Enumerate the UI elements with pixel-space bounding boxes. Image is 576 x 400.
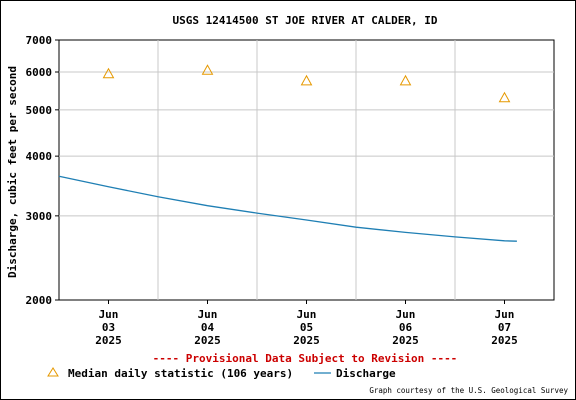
y-axis-label: Discharge, cubic feet per second bbox=[6, 66, 19, 278]
x-tick-label: 2025 bbox=[95, 334, 122, 347]
legend-median-label: Median daily statistic (106 years) bbox=[68, 367, 293, 380]
x-tick-label: 2025 bbox=[194, 334, 221, 347]
x-tick-label: 05 bbox=[300, 321, 313, 334]
x-tick-label: 07 bbox=[498, 321, 511, 334]
y-tick-label: 4000 bbox=[26, 150, 53, 163]
y-tick-label: 5000 bbox=[26, 104, 53, 117]
x-tick-label: 06 bbox=[399, 321, 413, 334]
x-tick-label: Jun bbox=[297, 308, 317, 321]
x-tick-label: 2025 bbox=[293, 334, 320, 347]
legend-triangle-marker bbox=[47, 367, 59, 377]
x-tick-label: Jun bbox=[495, 308, 515, 321]
y-tick-label: 3000 bbox=[26, 210, 53, 223]
plot-border bbox=[58, 39, 555, 301]
y-tick-label: 7000 bbox=[26, 34, 53, 47]
discharge-line bbox=[58, 175, 517, 242]
x-tick-label: 2025 bbox=[491, 334, 518, 347]
y-tick-label: 2000 bbox=[26, 294, 53, 307]
plot-area bbox=[58, 39, 555, 301]
series-layer bbox=[58, 64, 517, 242]
legend-discharge-label: Discharge bbox=[336, 367, 396, 380]
x-tick-label: 04 bbox=[201, 321, 215, 334]
y-tick-label: 6000 bbox=[26, 66, 53, 79]
legend: Median daily statistic (106 years) Disch… bbox=[47, 367, 396, 380]
x-tick-label: Jun bbox=[198, 308, 218, 321]
x-tick-label: 03 bbox=[102, 321, 115, 334]
x-tick-label: Jun bbox=[396, 308, 416, 321]
provisional-notice: ---- Provisional Data Subject to Revisio… bbox=[153, 352, 458, 365]
grid-lines bbox=[59, 40, 554, 300]
median-marker bbox=[300, 74, 313, 86]
median-marker bbox=[201, 64, 214, 75]
credit-text: Graph courtesy of the U.S. Geological Su… bbox=[369, 386, 568, 395]
x-tick-label: 2025 bbox=[392, 334, 419, 347]
y-axis: 2000 3000 4000 5000 6000 7000 bbox=[26, 34, 59, 307]
median-marker bbox=[102, 67, 115, 79]
x-axis: Jun032025Jun042025Jun052025Jun062025Jun0… bbox=[95, 300, 518, 347]
median-marker bbox=[498, 91, 511, 103]
chart-title: USGS 12414500 ST JOE RIVER AT CALDER, ID bbox=[173, 14, 438, 27]
x-tick-label: Jun bbox=[99, 308, 119, 321]
median-marker bbox=[399, 74, 412, 86]
